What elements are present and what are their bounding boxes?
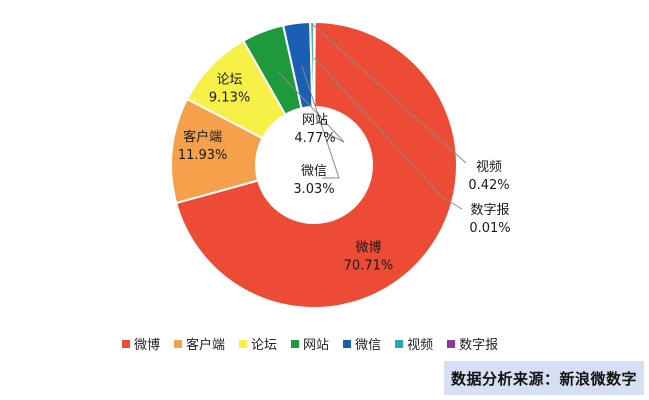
legend-swatch bbox=[174, 339, 183, 348]
source-text: 数据分析来源：新浪微数字 bbox=[450, 369, 637, 388]
legend-item-1: 微博 bbox=[122, 334, 160, 353]
legend-label: 网站 bbox=[303, 338, 330, 353]
legend-label: 微信 bbox=[355, 338, 382, 353]
slice-label-2: 客户端 11.93% bbox=[178, 129, 228, 163]
leader-line-4 bbox=[277, 71, 345, 143]
legend-swatch bbox=[447, 339, 456, 348]
leader-line-6 bbox=[311, 23, 467, 164]
legend-item-5: 微信 bbox=[343, 334, 381, 353]
legend-swatch bbox=[291, 339, 300, 348]
legend-swatch bbox=[343, 339, 352, 348]
legend-swatch bbox=[239, 339, 248, 348]
legend-swatch bbox=[395, 339, 404, 348]
slice-label-3: 论坛 9.13% bbox=[209, 72, 250, 105]
slice-label-6: 视频 0.42% bbox=[468, 160, 509, 193]
legend-item-6: 视频 bbox=[395, 334, 433, 353]
legend-item-3: 论坛 bbox=[239, 334, 277, 353]
slice-label-5: 微信 3.03% bbox=[293, 164, 334, 197]
legend-label: 微博 bbox=[134, 338, 161, 353]
legend-label: 数字报 bbox=[459, 338, 499, 353]
slice-7 bbox=[312, 20, 316, 109]
slice-1 bbox=[174, 20, 458, 309]
leader-line-5 bbox=[301, 65, 340, 179]
legend-swatch bbox=[122, 339, 130, 348]
legend: 微博 客户端 论坛 网站 微信 视频 数字报 bbox=[122, 334, 498, 353]
legend-item-4: 网站 bbox=[291, 334, 329, 353]
legend-label: 论坛 bbox=[251, 338, 278, 353]
slice-label-7: 数字报 0.01% bbox=[469, 203, 510, 236]
slice-label-4: 网站 4.77% bbox=[294, 113, 335, 146]
slice-label-1: 微博 70.71% bbox=[344, 240, 394, 273]
donut-chart: 微博 70.71% 客户端 11.93% 论坛 9.13% 网站 4.77% 微信 3.03% 视频… bbox=[170, 20, 511, 309]
source-box: 数据分析来源：新浪微数字 bbox=[444, 361, 644, 395]
legend-item-2: 客户端 bbox=[174, 334, 225, 353]
legend-label: 客户端 bbox=[186, 338, 226, 353]
legend-label: 视频 bbox=[407, 338, 434, 353]
leader-line-7 bbox=[313, 57, 463, 210]
legend-item-7: 数字报 bbox=[447, 334, 498, 353]
